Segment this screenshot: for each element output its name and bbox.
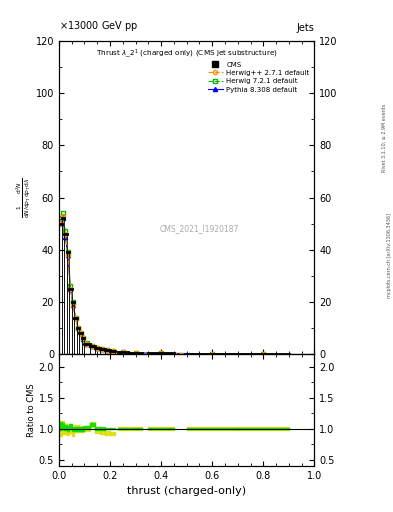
X-axis label: thrust (charged-only): thrust (charged-only) bbox=[127, 486, 246, 496]
Legend: CMS, Herwig++ 2.7.1 default, Herwig 7.2.1 default, Pythia 8.308 default: CMS, Herwig++ 2.7.1 default, Herwig 7.2.… bbox=[206, 60, 311, 94]
Text: $\times$13000 GeV pp: $\times$13000 GeV pp bbox=[59, 19, 138, 33]
Y-axis label: Ratio to CMS: Ratio to CMS bbox=[27, 383, 36, 437]
Text: Rivet 3.1.10; ≥ 2.9M events: Rivet 3.1.10; ≥ 2.9M events bbox=[382, 104, 387, 173]
Y-axis label: $\frac{1}{\mathrm{d}N/\mathrm{d}p_\mathrm{T}}\frac{\mathrm{d}^2N}{\mathrm{d}p_\m: $\frac{1}{\mathrm{d}N/\mathrm{d}p_\mathr… bbox=[15, 177, 33, 218]
Text: Jets: Jets bbox=[297, 23, 314, 33]
Text: Thrust $\lambda\_2^1$ (charged only) (CMS jet substructure): Thrust $\lambda\_2^1$ (charged only) (CM… bbox=[95, 47, 278, 60]
Text: mcplots.cern.ch [arXiv:1306.3436]: mcplots.cern.ch [arXiv:1306.3436] bbox=[387, 214, 392, 298]
Text: CMS_2021_I1920187: CMS_2021_I1920187 bbox=[160, 224, 239, 233]
